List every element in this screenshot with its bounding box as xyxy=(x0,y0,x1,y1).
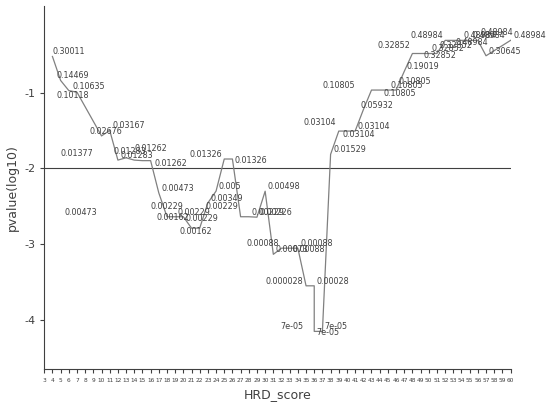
Text: 0.00349: 0.00349 xyxy=(210,194,243,203)
Text: 0.005: 0.005 xyxy=(219,182,241,191)
Text: 0.01326: 0.01326 xyxy=(235,156,267,165)
Text: 0.03104: 0.03104 xyxy=(304,118,336,127)
Text: 0.00229: 0.00229 xyxy=(251,208,284,217)
Text: 0.01326: 0.01326 xyxy=(189,150,222,159)
Text: 0.00028: 0.00028 xyxy=(317,277,349,286)
Text: 0.10805: 0.10805 xyxy=(322,81,355,90)
Text: 0.01262: 0.01262 xyxy=(134,144,167,153)
Text: 0.03104: 0.03104 xyxy=(343,130,375,139)
Text: 0.32852: 0.32852 xyxy=(431,44,464,53)
X-axis label: HRD_score: HRD_score xyxy=(244,388,311,401)
Text: 0.48984: 0.48984 xyxy=(410,31,442,40)
Text: 7e-05: 7e-05 xyxy=(317,328,340,337)
Text: 0.10805: 0.10805 xyxy=(398,77,431,86)
Text: 0.00229: 0.00229 xyxy=(150,202,183,211)
Text: 7e-05: 7e-05 xyxy=(280,322,304,331)
Text: 0.48984: 0.48984 xyxy=(464,31,496,40)
Text: 0.02676: 0.02676 xyxy=(89,127,122,136)
Text: 0.10805: 0.10805 xyxy=(383,89,417,98)
Text: 0.000028: 0.000028 xyxy=(266,277,304,286)
Text: 0.00073: 0.00073 xyxy=(276,245,309,254)
Text: 0.48984: 0.48984 xyxy=(472,31,505,40)
Text: 0.14469: 0.14469 xyxy=(57,72,89,81)
Text: 0.00229: 0.00229 xyxy=(177,208,210,217)
Text: 0.30645: 0.30645 xyxy=(489,47,521,56)
Text: 0.00473: 0.00473 xyxy=(65,208,98,217)
Text: 0.48984: 0.48984 xyxy=(480,28,513,37)
Text: 0.30011: 0.30011 xyxy=(52,48,85,57)
Text: 0.00162: 0.00162 xyxy=(156,213,189,222)
Text: 0.32852: 0.32852 xyxy=(423,51,456,60)
Text: 0.01262: 0.01262 xyxy=(155,159,187,168)
Text: 0.48984: 0.48984 xyxy=(456,38,488,47)
Text: 0.00088: 0.00088 xyxy=(292,245,325,254)
Text: 0.03104: 0.03104 xyxy=(358,122,390,131)
Text: 0.00088: 0.00088 xyxy=(300,239,333,248)
Text: 0.00226: 0.00226 xyxy=(260,208,292,217)
Text: 0.32852: 0.32852 xyxy=(439,41,472,50)
Text: 0.10635: 0.10635 xyxy=(73,81,106,91)
Text: 0.32852: 0.32852 xyxy=(377,41,410,50)
Text: 0.03167: 0.03167 xyxy=(112,121,145,130)
Text: 0.19019: 0.19019 xyxy=(407,62,440,72)
Text: 0.10118: 0.10118 xyxy=(57,91,89,100)
Text: 0.00229: 0.00229 xyxy=(206,202,238,211)
Text: 7e-05: 7e-05 xyxy=(325,322,348,331)
Text: 0.00162: 0.00162 xyxy=(179,227,212,236)
Text: 0.00473: 0.00473 xyxy=(161,184,194,193)
Text: 0.01377: 0.01377 xyxy=(61,149,93,158)
Text: 0.01283: 0.01283 xyxy=(120,151,153,160)
Text: 0.01283: 0.01283 xyxy=(114,147,147,156)
Text: 0.00229: 0.00229 xyxy=(186,214,219,223)
Text: 0.00088: 0.00088 xyxy=(246,239,279,248)
Text: 0.10805: 0.10805 xyxy=(390,81,423,90)
Text: 0.48984: 0.48984 xyxy=(513,31,545,40)
Y-axis label: pvalue(log10): pvalue(log10) xyxy=(6,144,19,231)
Text: 0.00498: 0.00498 xyxy=(268,182,300,191)
Text: 0.01529: 0.01529 xyxy=(333,145,366,154)
Text: 0.05932: 0.05932 xyxy=(361,101,394,110)
